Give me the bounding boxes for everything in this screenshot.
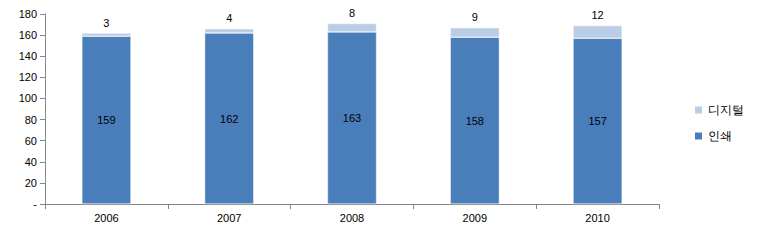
- svg-text:100: 100: [19, 92, 37, 104]
- svg-text:140: 140: [19, 50, 37, 62]
- svg-text:8: 8: [349, 7, 355, 19]
- svg-text:디지털: 디지털: [708, 103, 744, 117]
- svg-text:40: 40: [25, 156, 37, 168]
- svg-text:2007: 2007: [217, 212, 241, 224]
- svg-text:162: 162: [220, 113, 238, 125]
- svg-text:20: 20: [25, 177, 37, 189]
- svg-text:-: -: [33, 198, 37, 210]
- svg-text:120: 120: [19, 71, 37, 83]
- svg-text:157: 157: [588, 115, 606, 127]
- svg-text:3: 3: [103, 17, 109, 29]
- svg-text:2006: 2006: [94, 212, 118, 224]
- svg-text:인쇄: 인쇄: [708, 129, 732, 143]
- svg-text:9: 9: [472, 11, 478, 23]
- svg-text:2010: 2010: [585, 212, 609, 224]
- svg-text:80: 80: [25, 114, 37, 126]
- svg-text:12: 12: [591, 9, 603, 21]
- svg-text:4: 4: [226, 12, 232, 24]
- svg-text:2009: 2009: [463, 212, 487, 224]
- svg-text:158: 158: [466, 115, 484, 127]
- svg-text:160: 160: [19, 29, 37, 41]
- svg-text:60: 60: [25, 135, 37, 147]
- svg-text:2008: 2008: [340, 212, 364, 224]
- svg-text:163: 163: [343, 112, 361, 124]
- svg-text:159: 159: [97, 114, 115, 126]
- svg-text:180: 180: [19, 8, 37, 20]
